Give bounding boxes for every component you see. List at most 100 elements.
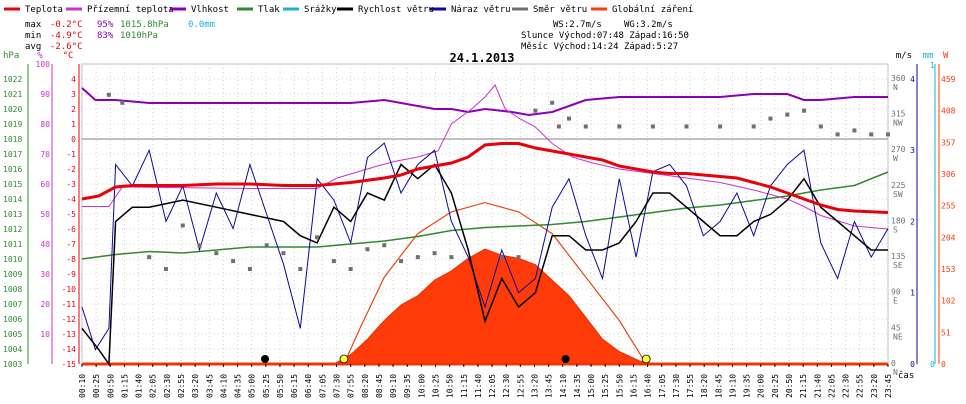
axis-direction-name: N (893, 368, 898, 377)
axis-direction-tick: 315 (891, 110, 906, 119)
stat-max-hum: 95% (97, 20, 114, 30)
axis-ms-tick: 1 (910, 289, 915, 298)
series-pressure (81, 171, 889, 260)
stat-max-label: max (25, 20, 42, 30)
wind-direction-point (751, 124, 756, 129)
x-tick-label: 02:55 (177, 374, 186, 398)
axis-wm2-tick: 51 (941, 328, 951, 337)
axis-celsius-tick: -13 (62, 330, 77, 339)
wind-direction-point (298, 266, 303, 271)
x-tick-label: 04:35 (234, 374, 243, 398)
stat-min-hum: 83% (97, 31, 114, 41)
x-tick-label: 02:30 (163, 374, 172, 398)
wind-direction-point (331, 259, 336, 264)
sun-marker (339, 354, 349, 364)
x-tick-label: 09:10 (389, 374, 398, 398)
axis-hpa-tick: 1005 (3, 330, 22, 339)
x-tick-label: 17:30 (672, 374, 681, 398)
axis-direction-name: E (893, 297, 898, 306)
wind-direction-point (432, 251, 437, 256)
stat-max-press: 1015.8hPa (120, 20, 169, 30)
axis-percent-tick: 60 (40, 180, 50, 189)
legend-label: Teplota (25, 5, 63, 15)
wind-direction-point (617, 124, 622, 129)
wind-direction-point (583, 124, 588, 129)
stat-max-rain: 0.0mm (188, 20, 215, 30)
axis-ms-title: m/s (896, 51, 912, 61)
series-humidity (81, 87, 888, 117)
legend: Teplota Přízemní teplota Vlhkost Tlak Srážky… (4, 5, 693, 15)
series-wind-gust (81, 142, 889, 351)
x-tick-label: 07:55 (347, 374, 356, 398)
wind-direction-point (533, 108, 538, 113)
axis-celsius-tick: -9 (66, 270, 76, 279)
axis-hpa-tick: 1015 (3, 180, 22, 189)
x-tick-label: 15:00 (587, 374, 596, 398)
wind-direction-point (106, 92, 111, 97)
x-tick-label: 15:50 (615, 374, 624, 398)
x-tick-label: 14:10 (559, 374, 568, 398)
x-tick-label: 06:40 (304, 374, 313, 398)
wind-direction-point (718, 124, 723, 129)
x-tick-label: 00:25 (92, 374, 101, 398)
wind-direction-point (399, 259, 404, 264)
axis-direction-name: SE (893, 261, 903, 270)
wind-direction-point (180, 223, 185, 228)
x-tick-label: 18:20 (700, 374, 709, 398)
axis-ms-tick: 0 (910, 360, 915, 369)
x-tick-label: 22:30 (842, 374, 851, 398)
axis-wm2-tick: 0 (941, 360, 946, 369)
wind-direction-point (163, 266, 168, 271)
x-tick-label: 05:25 (262, 374, 271, 398)
axis-percent-tick: 70 (40, 150, 50, 159)
axis-direction-name: W (893, 154, 898, 163)
axis-celsius-tick: -7 (66, 240, 76, 249)
wind-direction-point (499, 255, 504, 260)
legend-label: Srážky (304, 5, 337, 15)
x-tick-label: 22:55 (856, 374, 865, 398)
axis-direction-name: NE (893, 332, 903, 341)
axis-percent-tick: 40 (40, 240, 50, 249)
axis-hpa-tick: 1012 (3, 225, 22, 234)
stats-panel: max -0.2°C 95% 1015.8hPa 0.0mm min -4.9°… (25, 20, 215, 52)
wind-direction-point (231, 259, 236, 264)
stat-max-temp: -0.2°C (50, 20, 83, 30)
wind-direction-point (516, 255, 521, 260)
axis-hpa-tick: 1019 (3, 120, 22, 129)
x-tick-label: 08:45 (375, 374, 384, 398)
axis-hpa-tick: 1014 (3, 195, 22, 204)
wind-direction-point (566, 116, 571, 121)
axis-celsius-tick: -3 (66, 180, 76, 189)
stat-min-label: min (25, 31, 41, 41)
x-tick-label: 19:35 (743, 374, 752, 398)
stat-min-temp: -4.9°C (50, 31, 83, 41)
x-tick-label: 06:15 (290, 374, 299, 398)
axis-percent-tick: 10 (40, 330, 50, 339)
x-tick-label: 20:00 (757, 374, 766, 398)
ws-text: WS:2.7m/s (553, 20, 602, 30)
x-tick-label: 10:50 (446, 374, 455, 398)
axis-wm2-tick: 204 (941, 233, 956, 242)
moon-marker (261, 355, 270, 363)
wind-direction-point (197, 243, 202, 248)
series-ground-temperature (82, 84, 889, 230)
axis-hpa-tick: 1017 (3, 150, 22, 159)
axis-celsius-tick: 0 (71, 135, 76, 144)
x-tick-label: 04:10 (219, 374, 228, 398)
wind-direction-point (785, 112, 790, 117)
series-wind-speed (81, 163, 888, 367)
axis-hpa-tick: 1007 (3, 300, 22, 309)
series (81, 84, 890, 367)
wind-direction-point (684, 124, 689, 129)
wind-direction-point (281, 251, 286, 256)
legend-label: Rychlost větru (358, 5, 434, 15)
axis-wm2-tick: 459 (941, 75, 956, 84)
x-tick-label: 21:40 (813, 374, 822, 398)
x-tick-label: 13:45 (545, 374, 554, 398)
stat-avg-temp: -2.6°C (50, 42, 83, 52)
axis-celsius-tick: -6 (66, 225, 76, 234)
wind-direction-point (382, 243, 387, 248)
x-tick-label: 12:55 (516, 374, 525, 398)
wind-direction-point (869, 132, 874, 137)
